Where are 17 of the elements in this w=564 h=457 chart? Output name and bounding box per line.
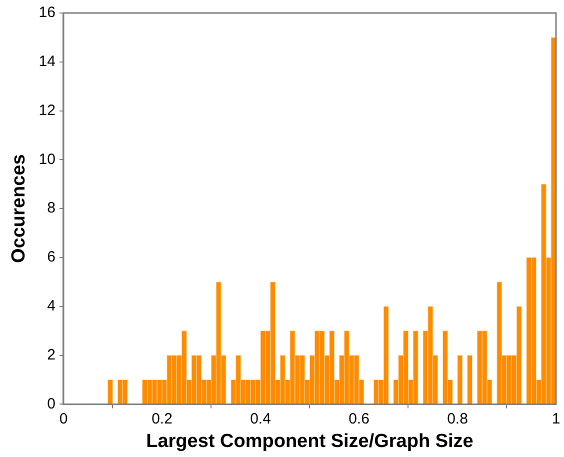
y-tick-label: 16 (38, 4, 56, 22)
x-tick-label: 0.8 (447, 410, 468, 428)
y-tick-label: 0 (47, 395, 56, 412)
x-tick-label: 1 (552, 410, 560, 428)
x-tick-label: 0.2 (152, 410, 172, 428)
y-tick-label: 6 (47, 248, 56, 266)
y-tick-label: 4 (47, 298, 56, 315)
x-tick-label: 0.6 (348, 410, 370, 428)
y-axis-title: Occurences (8, 154, 30, 263)
y-tick-label: 10 (38, 150, 56, 168)
y-tick-label: 8 (47, 200, 56, 217)
y-tick-label: 2 (47, 346, 56, 364)
x-axis-title: Largest Component Size/Graph Size (146, 430, 474, 452)
y-tick-label: 12 (38, 102, 56, 119)
x-tick-label: 0 (59, 410, 68, 428)
y-tick-label: 14 (38, 53, 56, 70)
x-tick-label: 0.4 (250, 410, 271, 428)
